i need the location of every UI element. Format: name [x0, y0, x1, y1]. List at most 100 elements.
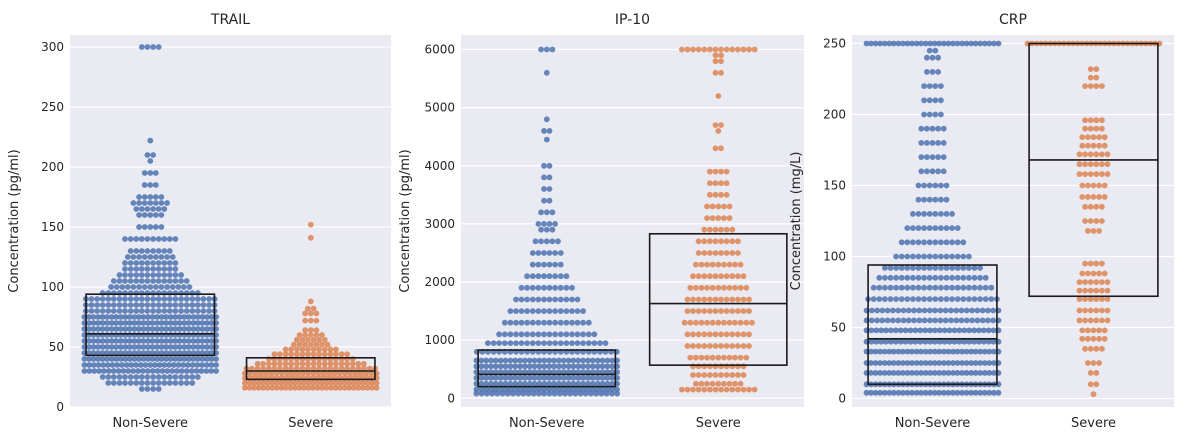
data-point — [549, 46, 556, 53]
data-point — [541, 363, 548, 370]
data-point — [150, 236, 157, 242]
data-point — [1093, 161, 1100, 168]
data-point — [172, 290, 179, 296]
data-point — [147, 170, 154, 176]
data-point — [172, 320, 179, 326]
data-point — [977, 40, 984, 47]
data-point — [907, 338, 914, 345]
data-point — [931, 389, 938, 396]
data-point — [604, 380, 611, 387]
data-point — [254, 360, 261, 367]
data-point — [718, 308, 724, 314]
data-point — [546, 273, 553, 280]
data-point — [888, 327, 894, 334]
data-point — [904, 239, 911, 246]
data-point — [589, 363, 596, 370]
data-point — [260, 380, 266, 386]
data-point — [122, 326, 129, 332]
data-point — [1096, 182, 1102, 189]
data-point — [86, 344, 92, 350]
data-point — [898, 253, 905, 260]
data-point — [543, 136, 550, 143]
data-point — [161, 362, 168, 368]
data-point — [90, 326, 97, 332]
data-point — [972, 40, 979, 47]
data-point — [704, 261, 710, 268]
data-point — [150, 302, 157, 308]
data-point — [593, 390, 600, 397]
data-point — [557, 331, 564, 338]
data-point — [541, 273, 547, 280]
data-point — [161, 206, 168, 212]
data-point — [147, 212, 154, 218]
data-point — [116, 278, 123, 284]
data-point — [195, 350, 201, 356]
data-point — [557, 261, 564, 268]
data-point — [200, 308, 207, 314]
data-point — [346, 380, 353, 386]
data-point — [679, 386, 685, 393]
data-point — [904, 225, 911, 232]
data-point — [203, 368, 210, 374]
data-point — [943, 296, 950, 302]
data-point — [273, 380, 280, 386]
data-point — [526, 369, 533, 375]
data-point — [972, 370, 979, 376]
data-point — [900, 307, 907, 314]
data-point — [698, 284, 705, 291]
data-point — [921, 182, 927, 189]
data-point — [497, 363, 504, 370]
data-point — [1087, 381, 1094, 388]
data-point — [194, 302, 201, 308]
data-point — [269, 380, 276, 386]
data-point — [292, 384, 298, 391]
data-point — [575, 380, 582, 387]
data-point — [1082, 161, 1088, 168]
data-point — [732, 261, 738, 268]
y-tick-label: 0 — [838, 391, 846, 405]
data-point — [604, 363, 611, 370]
x-tick-label: Non-Severe — [509, 416, 585, 431]
data-point — [609, 375, 616, 381]
data-point — [299, 360, 306, 367]
data-point — [735, 343, 741, 349]
data-point — [492, 375, 499, 381]
data-point — [161, 374, 168, 380]
data-point — [907, 327, 914, 334]
data-point — [974, 317, 981, 324]
data-point — [943, 274, 950, 281]
data-point — [723, 226, 730, 233]
data-point — [95, 362, 102, 368]
data-point — [264, 384, 271, 391]
data-point — [149, 338, 156, 344]
data-point — [552, 319, 558, 326]
data-point — [949, 225, 955, 232]
data-point — [1093, 307, 1100, 314]
data-point — [963, 389, 970, 396]
data-point — [726, 354, 733, 361]
data-point — [133, 206, 140, 212]
data-point — [1087, 125, 1094, 132]
data-point — [122, 350, 129, 356]
data-point — [145, 356, 151, 362]
data-point — [926, 83, 933, 89]
data-point — [99, 338, 106, 344]
data-point — [698, 261, 705, 268]
data-point — [246, 380, 253, 386]
data-point — [183, 368, 190, 374]
data-point — [310, 336, 317, 343]
data-point — [949, 253, 955, 260]
data-point — [141, 182, 148, 188]
data-point — [154, 338, 161, 344]
data-point — [943, 253, 950, 260]
data-point — [552, 308, 558, 314]
data-point — [585, 331, 592, 338]
data-point — [257, 370, 264, 377]
data-point — [701, 386, 708, 393]
data-point — [185, 362, 191, 368]
data-point — [879, 307, 886, 314]
data-point — [563, 331, 570, 338]
data-point — [910, 239, 916, 246]
data-point — [1090, 327, 1097, 334]
data-point — [536, 369, 543, 375]
